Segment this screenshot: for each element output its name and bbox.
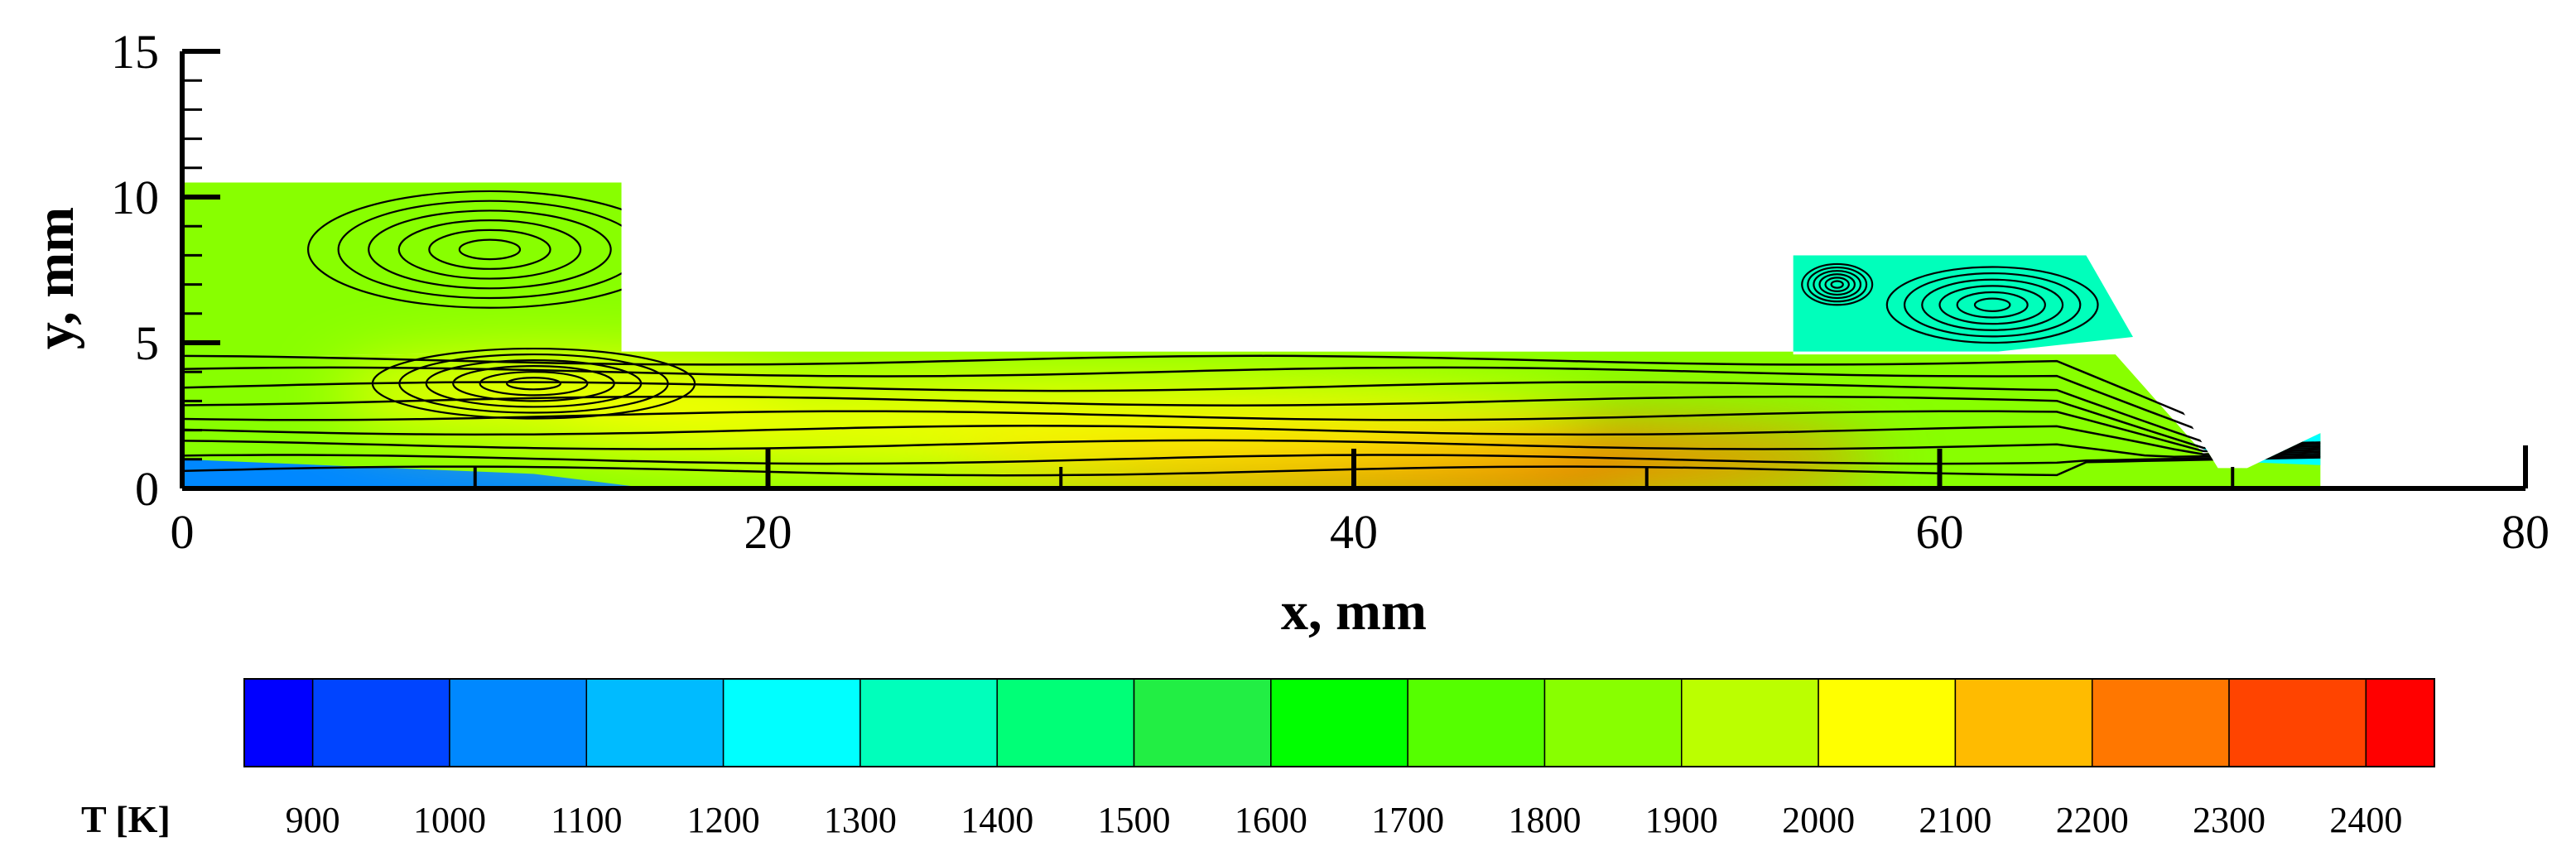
right-cavity-corner-vortex-loop xyxy=(1824,277,1850,292)
colorbar-tick-label: 1600 xyxy=(1235,800,1307,840)
colorbar-frame xyxy=(243,678,2435,767)
colorbar-tick-label: 1900 xyxy=(1645,800,1718,840)
colorbar-swatch xyxy=(722,678,861,767)
colorbar-tick-label: 2300 xyxy=(2193,800,2265,840)
colorbar-swatch xyxy=(1818,678,1957,767)
colorbar-swatch xyxy=(1681,678,1819,767)
colorbar-swatch xyxy=(2365,678,2435,767)
upper-cavity-vortex-loop xyxy=(397,219,582,280)
right-cavity-corner-vortex-loop xyxy=(1801,262,1874,306)
right-cavity-main-vortex-loop xyxy=(1938,285,2046,325)
colorbar-tick-label: 1400 xyxy=(961,800,1033,840)
colorbar-swatch xyxy=(1954,678,2093,767)
recirculation-vortex-loop xyxy=(425,359,643,408)
streamline xyxy=(182,439,2321,459)
field-region-wall-cool-band xyxy=(182,459,651,488)
right-cavity-main-vortex-loop xyxy=(1921,278,2064,331)
field-region-outlet-cool xyxy=(2188,433,2321,469)
right-cavity-corner-vortex-loop xyxy=(1813,270,1862,300)
y-tick-label: 15 xyxy=(111,25,159,79)
upper-cavity-vortex-loop xyxy=(458,238,522,261)
colorbar-swatch xyxy=(311,678,450,767)
y-tick-label: 0 xyxy=(135,462,159,516)
colorbar-tick-label: 1500 xyxy=(1098,800,1171,840)
streamline xyxy=(182,381,2321,450)
colorbar-tick-label: 900 xyxy=(286,800,340,840)
recirculation-vortex-loop xyxy=(398,353,669,414)
x-tick-label: 40 xyxy=(1330,505,1378,559)
streamline xyxy=(182,354,2321,445)
colorbar-swatch xyxy=(1270,678,1408,767)
right-cavity-main-vortex-loop xyxy=(1885,266,2099,344)
streamlines xyxy=(182,190,2321,477)
field-region-left-cavity xyxy=(182,182,622,358)
streamline xyxy=(182,395,2321,451)
warm-shear-layer xyxy=(533,380,1588,469)
y-tick-label: 10 xyxy=(111,171,159,224)
recirculation-vortex-loop xyxy=(452,365,615,402)
colorbar-tick-label: 2200 xyxy=(2056,800,2129,840)
x-tick-label: 60 xyxy=(1916,505,1964,559)
colorbar-swatch xyxy=(449,678,588,767)
field-region-right-cavity xyxy=(1793,255,2133,352)
colorbar-tick-label: 1000 xyxy=(413,800,486,840)
recirculation-vortex-loop xyxy=(505,377,562,391)
colorbar-swatch xyxy=(243,678,314,767)
right-cavity-main-vortex-loop xyxy=(1903,272,2082,338)
x-tick-label: 0 xyxy=(171,505,195,559)
colorbar-swatch xyxy=(1133,678,1272,767)
streamline xyxy=(182,425,2321,455)
colorbar-tick-label: 1300 xyxy=(824,800,897,840)
colorbar-swatch xyxy=(1543,678,1683,767)
colorbar-tick-label: 2100 xyxy=(1919,800,1991,840)
right-cavity-corner-vortex-loop xyxy=(1807,266,1868,303)
colorbar-swatch xyxy=(859,678,998,767)
upper-cavity-vortex-loop xyxy=(428,228,551,270)
right-cavity-corner-vortex-loop xyxy=(1830,280,1844,289)
colorbar-swatch xyxy=(1407,678,1546,767)
upper-cavity-vortex-loop xyxy=(368,209,612,290)
streamline xyxy=(182,410,2321,453)
right-cavity-main-vortex-loop xyxy=(1956,291,2029,319)
colorbar-tick-label: 1800 xyxy=(1508,800,1581,840)
x-axis-label: x, mm xyxy=(1281,581,1427,642)
colorbar-swatch xyxy=(2091,678,2230,767)
streamline xyxy=(182,456,2321,477)
colorbar-tick-label: 1200 xyxy=(687,800,760,840)
colorbar-swatch xyxy=(2228,678,2367,767)
x-tick-label: 20 xyxy=(744,505,792,559)
colorbar-tick-label: 2400 xyxy=(2329,800,2402,840)
colorbar-title: T [K] xyxy=(81,798,171,840)
y-axis-label: y, mm xyxy=(25,207,85,349)
colorbar: 900 1000 1100 1200 1300 1400 1500 1600 1700 1800 1… xyxy=(243,678,2435,840)
colorbar-swatch xyxy=(996,678,1135,767)
recirculation-vortex-loop xyxy=(371,347,696,420)
streamline xyxy=(182,454,2321,465)
right-cavity-main-vortex-loop xyxy=(1973,297,2011,312)
streamline xyxy=(182,366,2321,446)
axes: 0 20 40 60 80 0 5 10 15 xyxy=(111,25,2550,559)
recirculation-vortex-loop xyxy=(479,371,589,397)
colorbar-tick-label: 1700 xyxy=(1371,800,1444,840)
y-tick-label: 5 xyxy=(135,316,159,370)
right-cavity-corner-vortex-loop xyxy=(1818,273,1856,296)
colorbar-tick-label: 1100 xyxy=(551,800,622,840)
colorbar-swatch xyxy=(585,678,725,767)
x-tick-label: 80 xyxy=(2501,505,2550,559)
colorbar-tick-label: 2000 xyxy=(1782,800,1855,840)
